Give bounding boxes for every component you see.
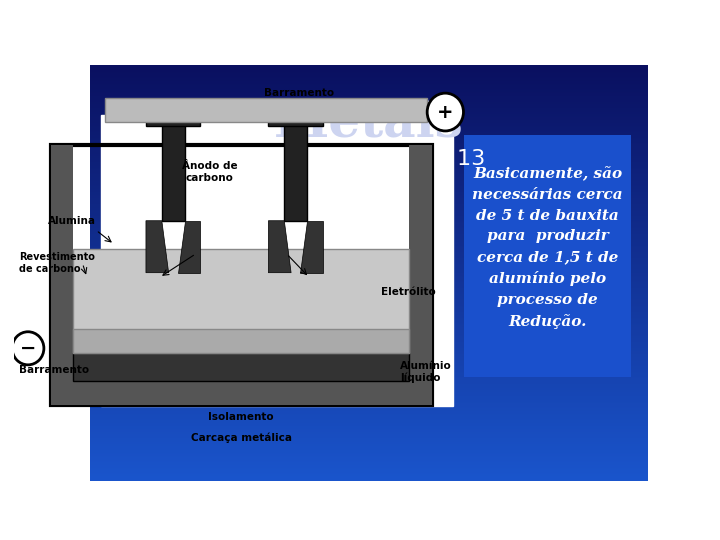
Bar <box>50 145 432 405</box>
Text: Barramento: Barramento <box>19 364 89 375</box>
Text: Alumina: Alumina <box>48 215 96 226</box>
Bar <box>269 107 323 126</box>
Circle shape <box>427 93 464 131</box>
Text: Metais: Metais <box>274 98 464 147</box>
Text: Alumínio
líquido: Alumínio líquido <box>400 361 451 383</box>
Text: Barramento: Barramento <box>264 88 334 98</box>
Bar <box>105 98 427 122</box>
Bar <box>73 353 409 381</box>
Bar <box>284 117 307 221</box>
Circle shape <box>12 332 44 365</box>
Text: Alumínio: Alumínio <box>101 148 212 168</box>
FancyBboxPatch shape <box>464 136 631 377</box>
Text: −: − <box>20 339 36 358</box>
Bar <box>50 145 73 405</box>
Text: +: + <box>437 103 454 122</box>
FancyBboxPatch shape <box>101 114 453 406</box>
Bar <box>162 117 184 221</box>
Bar <box>73 329 409 353</box>
Text: Revestimento
de carbono: Revestimento de carbono <box>19 253 95 274</box>
Polygon shape <box>269 221 291 273</box>
Text: Ânodo de
carbono: Ânodo de carbono <box>181 161 238 183</box>
Text: Eletrólito: Eletrólito <box>382 287 436 296</box>
Bar <box>146 107 200 126</box>
Bar <box>409 145 432 405</box>
Polygon shape <box>146 221 168 273</box>
Bar <box>73 249 409 353</box>
Polygon shape <box>178 221 200 273</box>
Text: Isolamento: Isolamento <box>208 412 274 422</box>
Bar <box>50 381 432 405</box>
Text: (Al) - Família 3A - Grupo 13: (Al) - Família 3A - Grupo 13 <box>176 148 486 169</box>
Text: Basicamente, são
necessárias cerca
de 5 t de bauxita
para  produzir
cerca de 1,5: Basicamente, são necessárias cerca de 5 … <box>472 167 623 329</box>
Polygon shape <box>300 221 323 273</box>
Text: Carcaça metálica: Carcaça metálica <box>191 433 292 443</box>
